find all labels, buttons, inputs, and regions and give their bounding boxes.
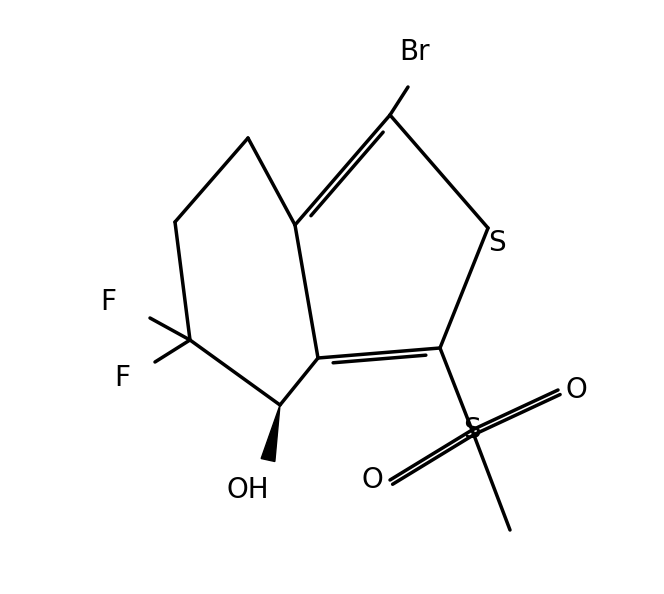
Text: S: S <box>463 416 481 444</box>
Polygon shape <box>261 405 280 462</box>
Text: O: O <box>565 376 587 404</box>
Text: F: F <box>100 288 116 316</box>
Text: F: F <box>114 364 130 392</box>
Text: OH: OH <box>226 476 270 504</box>
Text: O: O <box>361 466 383 494</box>
Text: Br: Br <box>400 38 430 66</box>
Text: S: S <box>488 229 506 257</box>
